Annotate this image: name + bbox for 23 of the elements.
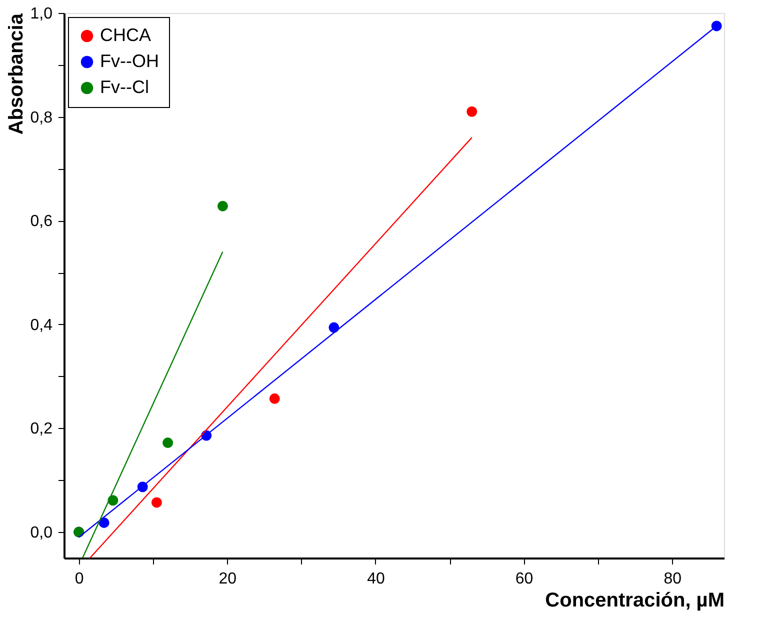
- y-tick-label: 0,4: [30, 316, 53, 334]
- y-tick-label: 0,2: [30, 420, 53, 438]
- point: [162, 438, 174, 448]
- point: [466, 106, 478, 117]
- point: [98, 517, 110, 528]
- point: [711, 20, 722, 32]
- y-tick-label: 0,0: [30, 524, 53, 542]
- point: [217, 200, 228, 212]
- x-tick-label: 20: [218, 570, 237, 588]
- point: [151, 497, 162, 508]
- x-tick-label: 40: [367, 570, 385, 588]
- legend-label: Fv--OH: [100, 51, 159, 71]
- point: [269, 393, 280, 404]
- x-axis-title: Concentración, µM: [545, 590, 724, 612]
- x-tick-label: 0: [74, 570, 84, 588]
- x-tick-label: 80: [664, 570, 682, 588]
- y-tick-label: 0,6: [30, 213, 53, 230]
- legend-label: Fv--Cl: [100, 77, 149, 97]
- x-tick-label: 60: [515, 570, 534, 588]
- y-axis-title: Absorbancia: [5, 12, 28, 135]
- legend-label: CHCA: [100, 25, 152, 45]
- y-tick-label: 1,0: [30, 6, 53, 22]
- y-tick-label: 0,8: [30, 109, 53, 126]
